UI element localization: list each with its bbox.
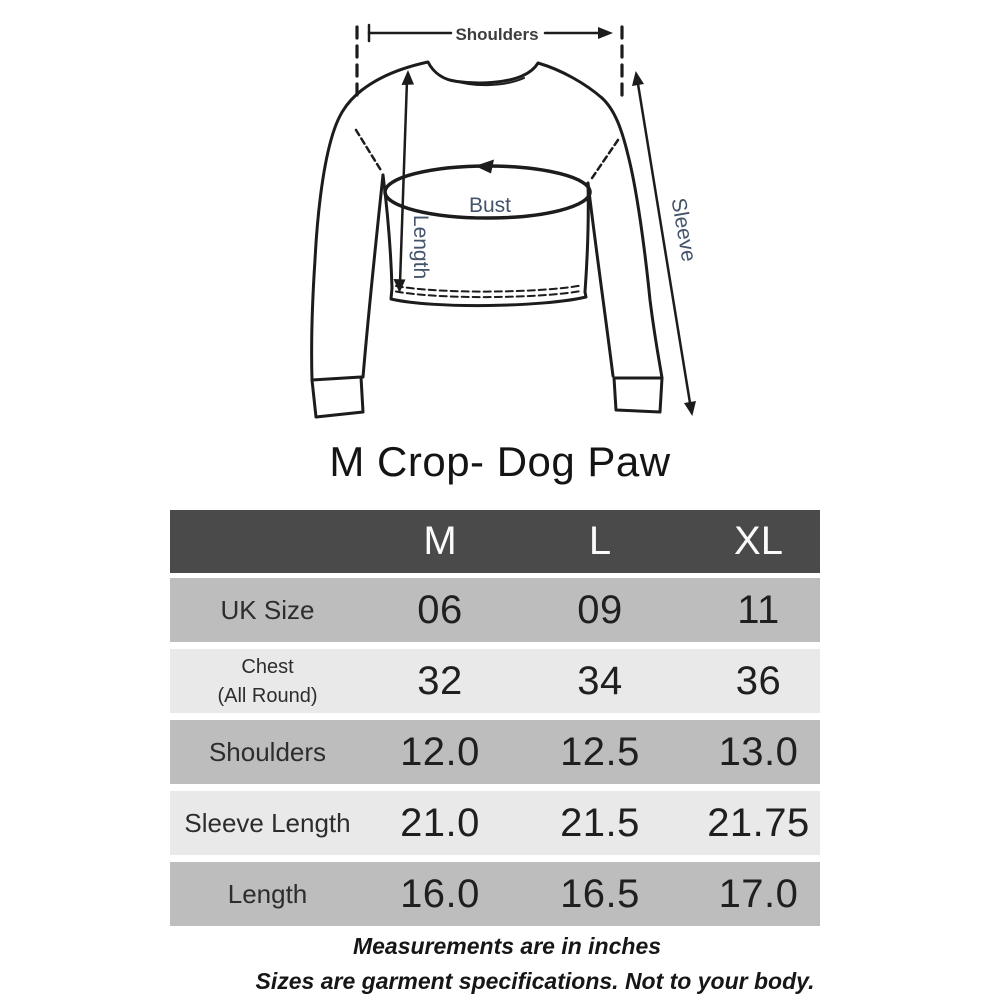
cell-value: 36 [735, 658, 782, 703]
shoulders-arrowhead-icon [598, 27, 613, 39]
right-seam-dashed [588, 138, 620, 183]
cell-value: 12.0 [400, 729, 480, 774]
right-sleeve-outer-line [600, 96, 664, 380]
sleeve-arrow-line [636, 83, 692, 404]
bust-dimension-label: Bust [469, 194, 511, 217]
hem-bottom-edge [389, 286, 588, 308]
shoulders-dimension-label: Shoulders [455, 25, 538, 44]
cell-value: 17.0 [718, 871, 799, 916]
cell-value: 21.0 [400, 800, 480, 845]
page-title: M Crop- Dog Paw [329, 438, 671, 485]
length-bottom-arrowhead-icon [393, 279, 406, 293]
sleeve-top-arrowhead-icon [632, 71, 644, 86]
right-cuff [612, 376, 664, 414]
row-label: Length [227, 879, 308, 909]
sleeve-dimension: Sleeve [632, 71, 700, 416]
table-row-shoulders: Shoulders 12.0 12.5 13.0 [170, 720, 820, 784]
table-row-length: Length 16.0 16.5 17.0 [170, 862, 820, 926]
neck-and-shoulders-line [360, 60, 604, 100]
row-label: Shoulders [208, 737, 327, 767]
cell-value: 34 [577, 658, 623, 703]
footer-notes: Measurements are in inches Sizes are gar… [0, 931, 1000, 996]
cell-value: 16.0 [400, 871, 480, 916]
cell-value: 06 [417, 587, 463, 632]
left-sleeve-outer-line [310, 88, 364, 382]
note-units: Measurements are in inches [352, 933, 662, 959]
right-sleeve-inner-line [586, 181, 615, 378]
table-row-sleeve-length: Sleeve Length 21.0 21.5 21.75 [170, 791, 820, 855]
garment-outline [310, 60, 664, 419]
row-label: Chest [241, 655, 294, 678]
cell-value: 32 [417, 658, 463, 703]
row-label: Sleeve Length [184, 808, 351, 838]
left-seam-dashed [354, 128, 384, 174]
size-table: M L XL UK Size 06 09 11 Chest (All Round… [170, 510, 820, 933]
length-dimension-label: Length [409, 215, 432, 279]
hem-stitching-top [395, 284, 582, 293]
cell-value: 11 [737, 587, 780, 632]
row-sublabel: (All Round) [217, 684, 318, 707]
table-row-chest: Chest (All Round) 32 34 36 [170, 649, 820, 713]
cell-value: 12.5 [560, 729, 640, 774]
sleeve-bottom-arrowhead-icon [684, 401, 696, 416]
cell-value: 09 [577, 587, 623, 632]
length-dimension: Length [393, 70, 432, 293]
shoulders-dimension [355, 23, 624, 99]
cell-value: 21.5 [560, 800, 640, 845]
table-row-uk-size: UK Size 06 09 11 [170, 578, 820, 642]
cell-value: 13.0 [718, 729, 799, 774]
garment-diagram: Shoulders Bust [310, 23, 700, 419]
bust-arrowhead-icon [475, 159, 494, 174]
left-cuff [310, 375, 365, 419]
hem-stitching-bottom [395, 290, 582, 299]
note-spec: Sizes are garment specifications. Not to… [255, 968, 815, 994]
sleeve-dimension-label: Sleeve [667, 196, 701, 263]
row-label: UK Size [220, 595, 315, 625]
header-cell-m: M [423, 519, 457, 563]
header-cell-xl: XL [734, 519, 783, 563]
collar-inner-line [451, 77, 525, 87]
bust-dimension: Bust [383, 159, 592, 220]
cell-value: 16.5 [560, 871, 640, 916]
left-sleeve-inner-line [361, 173, 385, 379]
header-cell-l: L [588, 519, 612, 563]
cell-value: 21.75 [707, 800, 810, 845]
table-header-row: M L XL [170, 510, 820, 573]
length-top-arrowhead-icon [401, 70, 414, 85]
length-arrow-line [398, 79, 409, 284]
